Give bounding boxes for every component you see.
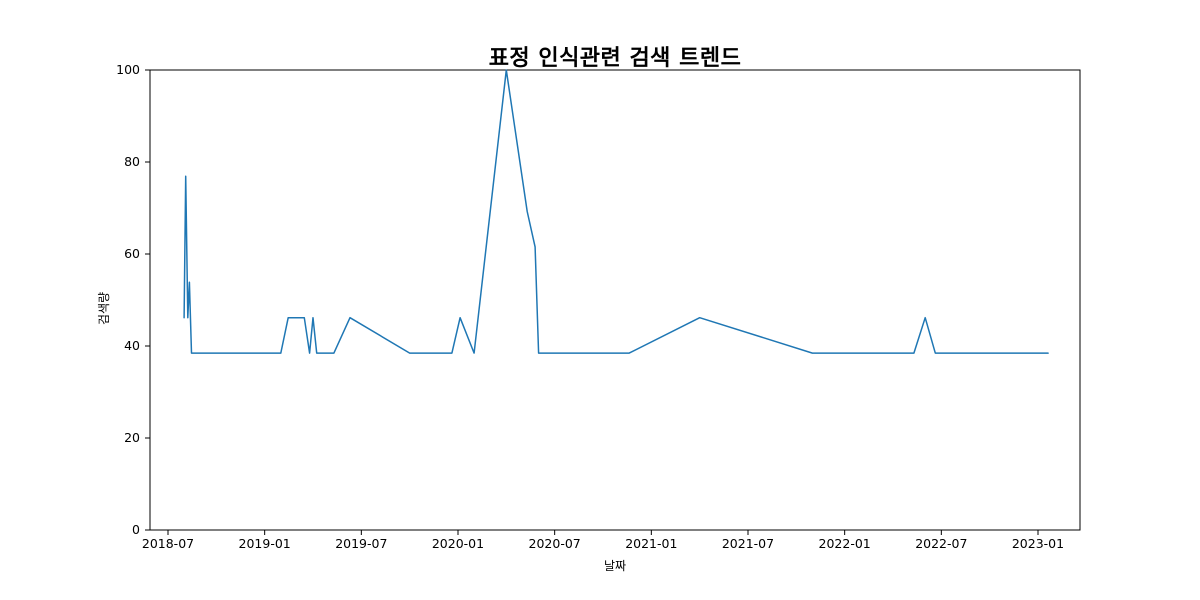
y-tick-label: 60	[124, 246, 140, 261]
y-tick-label: 0	[132, 522, 140, 537]
x-tick-label: 2021-01	[625, 536, 678, 551]
y-tick-label: 20	[124, 430, 140, 445]
y-tick-label: 80	[124, 154, 140, 169]
y-tick-label: 40	[124, 338, 140, 353]
x-tick-label: 2021-07	[721, 536, 775, 551]
chart-title: 표정 인식관련 검색 트렌드	[488, 46, 742, 71]
series-line	[183, 69, 1049, 354]
x-axis-label: 날짜	[603, 559, 627, 573]
plot-area-border	[149, 69, 1081, 531]
x-tick-label: 2019-07	[335, 536, 388, 551]
x-tick-label: 2019-01	[238, 536, 291, 551]
x-tick-label: 2020-01	[431, 536, 485, 551]
y-tick-label: 100	[116, 62, 140, 77]
x-tick-label: 2022-07	[915, 536, 968, 551]
x-tick-label: 2022-01	[818, 536, 871, 551]
y-axis-label: 검색량	[97, 291, 111, 325]
x-tick-label: 2023-01	[1011, 536, 1065, 551]
x-tick-label: 2020-07	[528, 536, 581, 551]
x-tick-label: 2018-07	[141, 536, 195, 551]
